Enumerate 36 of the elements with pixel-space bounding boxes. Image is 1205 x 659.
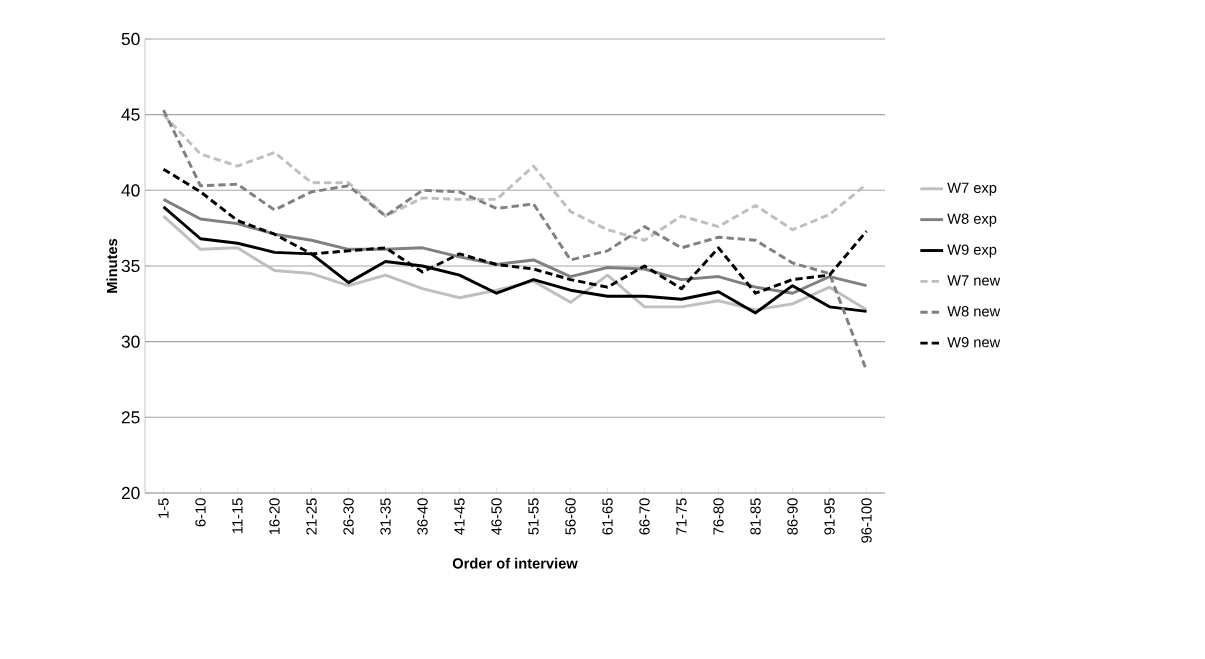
x-tick-label: 96-100	[861, 498, 872, 543]
x-tick-label: 86-90	[787, 498, 798, 535]
y-tick-label: 25	[121, 411, 140, 424]
legend-label: W7 new	[947, 275, 1001, 286]
x-tick-label: 36-40	[417, 498, 428, 535]
x-tick-label: 76-80	[713, 498, 724, 535]
x-tick-label: 11-15	[232, 498, 243, 534]
x-tick-label: 81-85	[750, 498, 761, 535]
y-tick-label: 45	[121, 108, 140, 121]
x-tick-label: 41-45	[454, 498, 465, 535]
x-tick-label: 51-55	[528, 498, 539, 535]
y-tick-label: 30	[121, 335, 140, 348]
x-tick-label: 21-25	[306, 498, 317, 535]
x-tick-label: 26-30	[343, 498, 354, 535]
x-axis-title: Order of interview	[452, 557, 578, 569]
line-series	[162, 113, 868, 242]
legend-label: W7 exp	[947, 182, 997, 196]
x-tick-label: 16-20	[269, 498, 280, 535]
x-tick-label: 91-95	[824, 498, 835, 535]
x-tick-label: 1-5	[158, 498, 169, 518]
legend-label: W9 exp	[947, 244, 997, 258]
x-tick-label: 6-10	[195, 498, 206, 527]
legend-label: W8 new	[947, 306, 1001, 317]
y-axis-title: Minutes	[106, 238, 118, 293]
x-tick-label: 66-70	[639, 498, 650, 535]
x-tick-label: 71-75	[676, 498, 687, 535]
x-tick-label: 56-60	[565, 498, 576, 535]
x-tick-label: 46-50	[491, 498, 502, 535]
legend-label: W9 new	[947, 337, 1001, 348]
y-tick-label: 50	[121, 32, 140, 46]
x-tick-label: 61-65	[602, 498, 613, 535]
y-tick-label: 35	[121, 259, 140, 273]
y-tick-label: 40	[121, 184, 140, 197]
y-tick-label: 20	[121, 486, 140, 500]
legend-label: W8 exp	[947, 213, 997, 227]
x-tick-label: 31-35	[380, 498, 391, 535]
